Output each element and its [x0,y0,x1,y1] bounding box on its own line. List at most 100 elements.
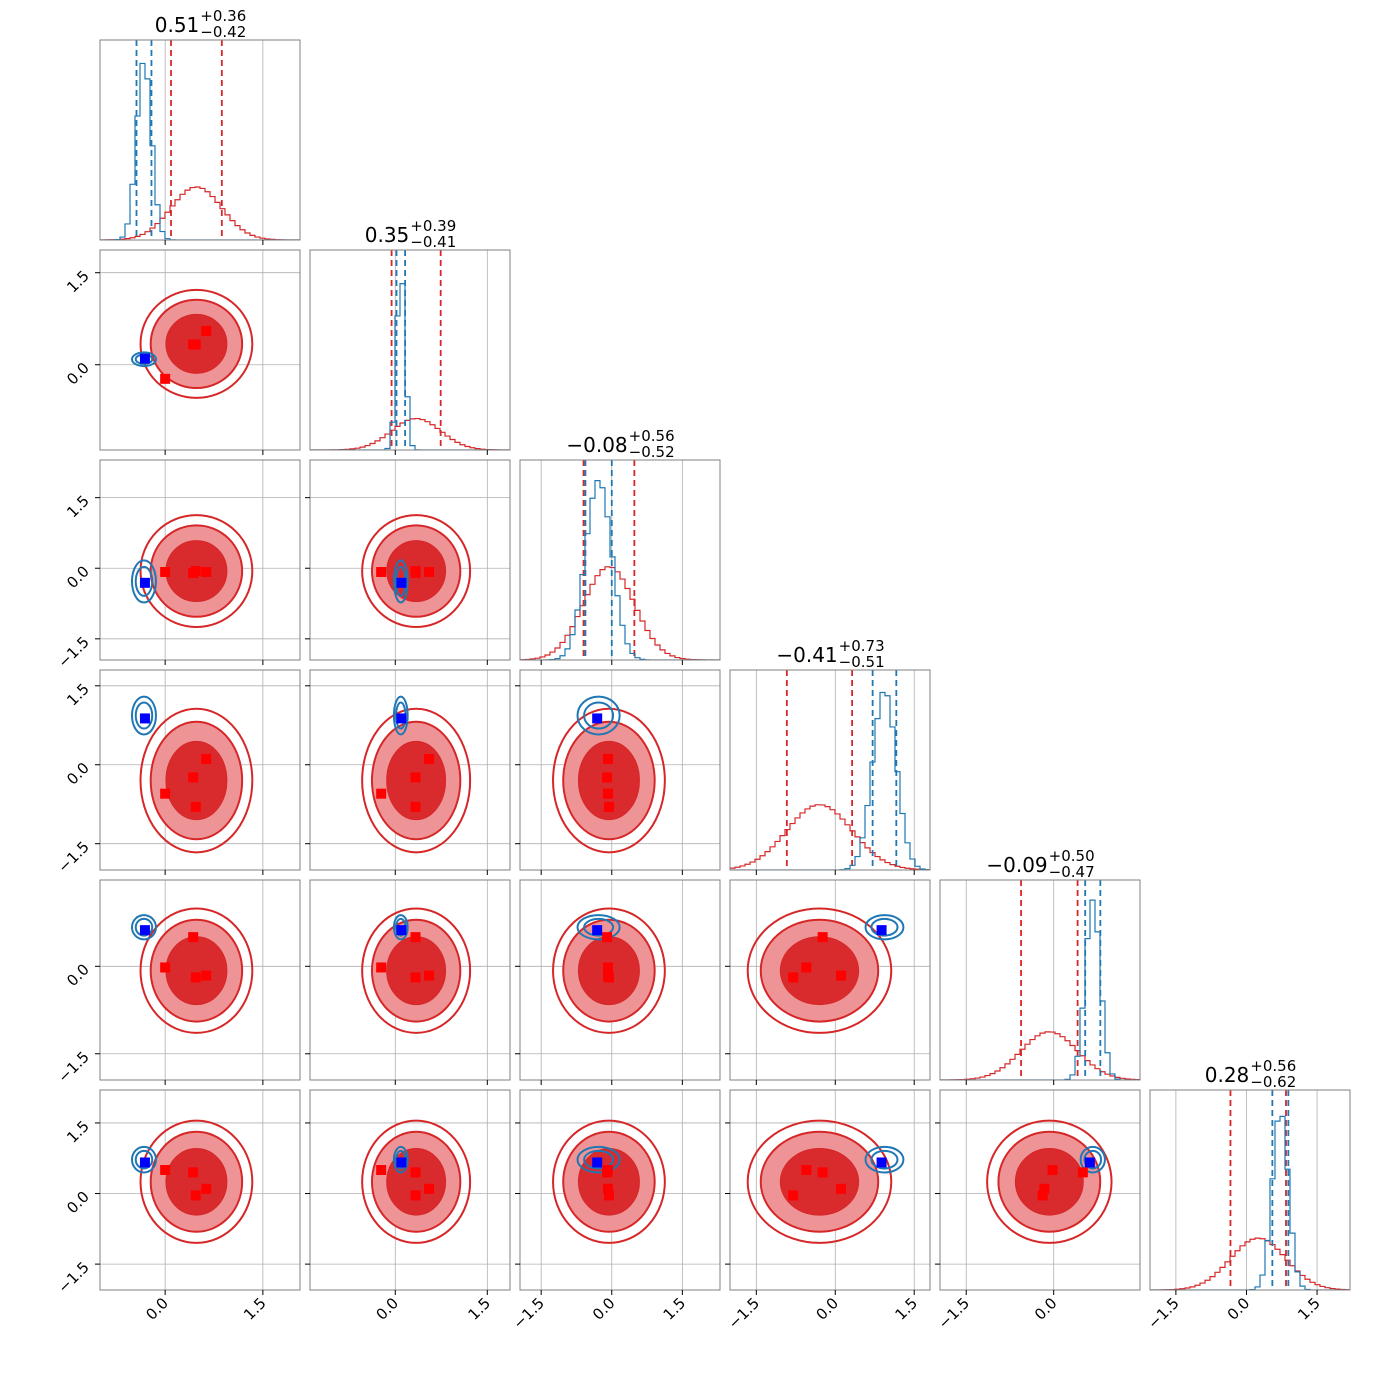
truth-marker [817,932,828,943]
panel-frame [1149,1089,1351,1291]
panel [730,1090,930,1290]
contour [1083,1149,1103,1170]
truth-marker [424,970,435,981]
truth-marker [410,972,421,983]
panel-frame [99,39,301,241]
title-plus: +0.50 [1049,847,1095,865]
truth-marker [396,1157,407,1168]
histogram [100,186,300,240]
truth-marker [160,1165,171,1175]
title-value: −0.09 [986,853,1047,877]
panel [520,880,720,1080]
truth-marker [817,1167,828,1178]
truth-marker [836,970,847,981]
truth-marker [190,1190,201,1201]
contour [552,707,666,854]
y-tick-label: −1.5 [54,633,92,671]
panel [730,670,930,870]
truth-marker [1084,1157,1095,1168]
histogram [310,283,510,450]
truth-marker [410,801,421,812]
panel [310,880,510,1080]
title-minus: −0.47 [1049,863,1095,881]
truth-marker [201,325,212,336]
contour [139,1119,254,1244]
contour [392,1145,409,1174]
y-tick-label: 1.5 [63,1117,93,1147]
contour [130,351,157,368]
truth-marker [592,713,603,724]
truth-marker [410,1167,421,1178]
panel [100,250,300,450]
title-value: −0.41 [776,643,837,667]
panel [310,250,510,450]
truth-marker [376,567,387,577]
truth-marker [603,962,613,973]
contour [139,514,254,628]
histogram [100,62,300,240]
panel-frame [309,1089,511,1291]
contour [746,907,893,1034]
truth-marker [602,932,613,943]
panel [100,670,300,870]
histogram [520,480,720,660]
panel-frame [729,669,931,871]
panel-frame [729,879,931,1081]
contour [864,914,905,941]
contour [134,701,154,730]
truth-marker [396,925,407,936]
title-plus: +0.56 [1250,1057,1296,1075]
contour [134,917,154,937]
y-tick-label: 0.0 [63,562,93,592]
truth-marker [190,566,201,577]
truth-marker [376,962,387,973]
y-tick-label: 1.5 [63,492,93,522]
contour [361,514,472,628]
panel [310,460,510,660]
panel [310,670,510,870]
title-plus: +0.56 [629,427,675,445]
truth-marker [139,925,150,936]
contour [1079,1145,1106,1174]
histogram [940,1031,1140,1080]
contour [139,288,254,399]
title-minus: −0.42 [200,23,246,41]
contour [870,1149,899,1170]
truth-marker [788,972,799,983]
truth-marker [592,1157,603,1168]
truth-marker [396,577,407,588]
panel-frame [519,879,721,1081]
contour [576,695,621,736]
x-tick-label: 0.0 [373,1294,403,1324]
contour [361,707,472,854]
truth-marker [376,1165,387,1175]
contour [746,1119,893,1244]
x-tick-label: −1.5 [725,1294,763,1332]
truth-marker [201,567,212,577]
truth-marker [410,1190,421,1201]
x-tick-label: 0.0 [142,1294,172,1324]
x-tick-label: 1.5 [660,1294,690,1324]
y-tick-label: 0.0 [63,359,93,389]
x-tick-label: 1.5 [465,1294,495,1324]
truth-marker [160,962,171,973]
contour [576,914,621,941]
contour [130,914,157,941]
truth-marker [139,577,150,588]
y-tick-label: 1.5 [63,680,93,710]
x-tick-label: 0.0 [1031,1294,1061,1324]
panel [100,1090,300,1290]
histogram [730,804,930,870]
truth-marker [201,970,212,981]
contour [130,559,157,604]
truth-marker [602,772,613,783]
contour [165,936,228,1006]
contour [134,1149,154,1170]
truth-marker [801,1165,812,1175]
contour [134,565,154,597]
truth-marker [410,772,421,783]
truth-marker [190,972,201,983]
x-tick-label: 0.0 [1224,1294,1254,1324]
